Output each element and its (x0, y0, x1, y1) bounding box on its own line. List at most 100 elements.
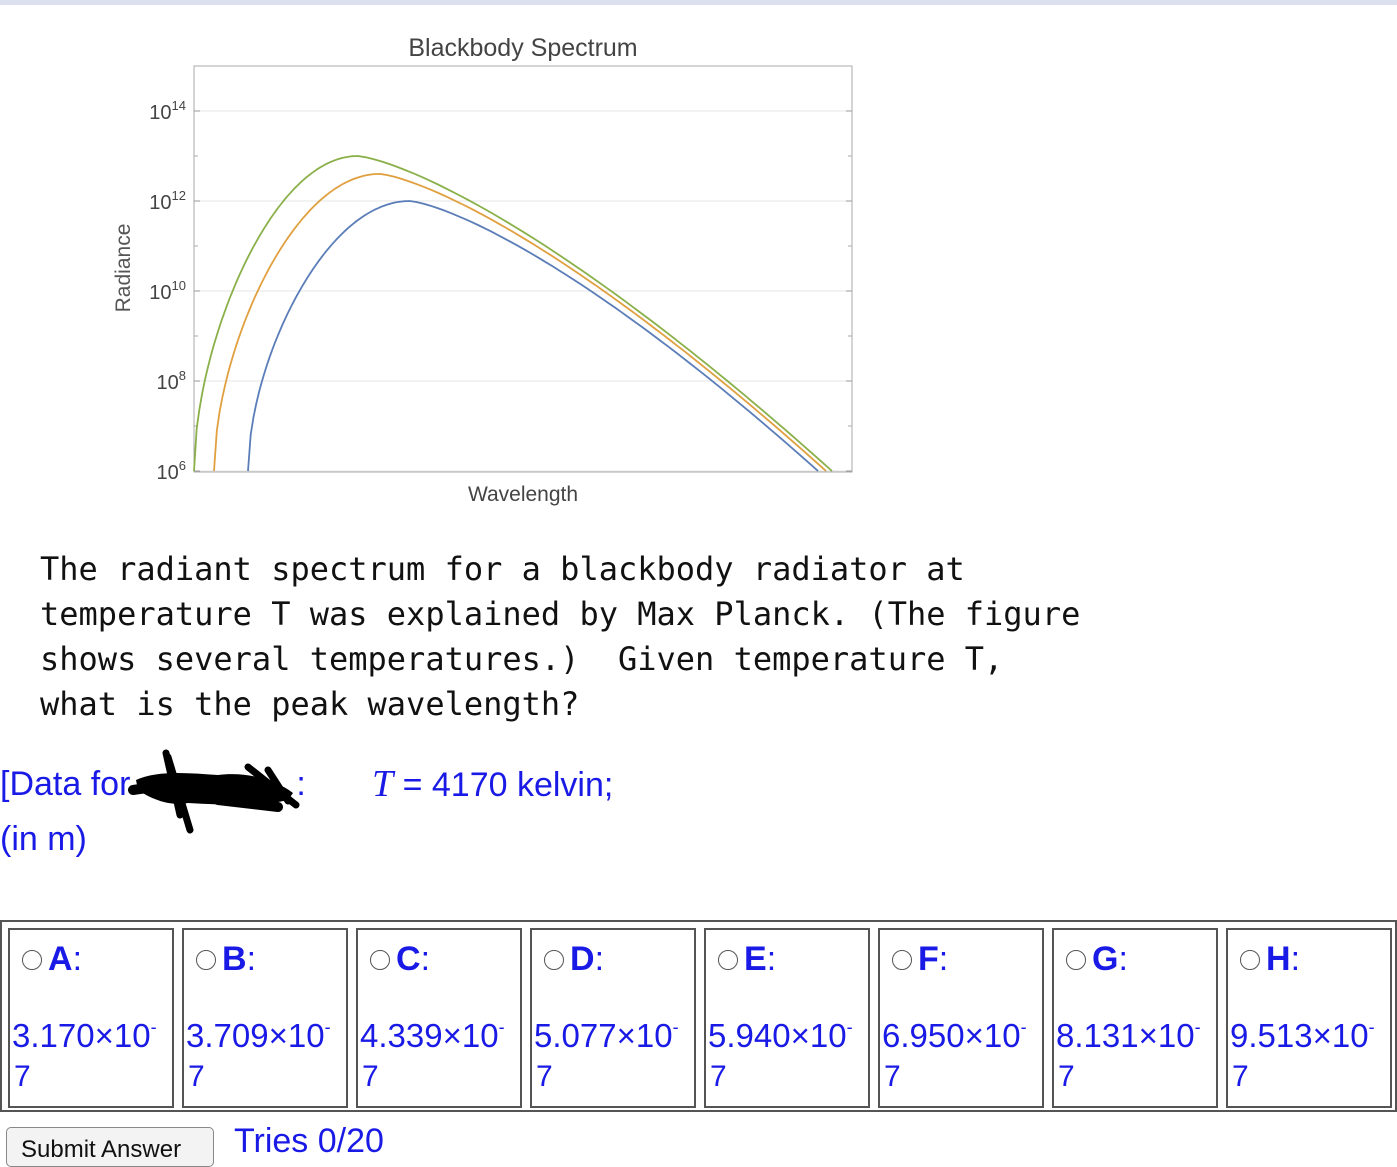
answer-colon: : (594, 940, 605, 978)
blackbody-chart: Blackbody Spectrum 1014 1012 1010 108 106 Wa… (0, 0, 880, 520)
answer-exponent: 7 (884, 1060, 901, 1093)
answer-choice-d[interactable]: D:5.077×10- 7 (530, 928, 696, 1108)
answer-choice-h[interactable]: H:9.513×10- 7 (1226, 928, 1392, 1108)
y-tick-exponent: 12 (172, 188, 186, 203)
question-text: The radiant spectrum for a blackbody rad… (40, 550, 1081, 723)
radio-button[interactable] (370, 949, 390, 970)
answer-colon: : (938, 940, 949, 978)
answer-head: B: (196, 940, 256, 979)
y-tick-label: 1014 (149, 98, 186, 124)
data-label: [Data for: (0, 762, 306, 806)
y-tick-label: 106 (157, 458, 186, 484)
answer-mantissa: 5.077×10 (534, 1017, 673, 1054)
answer-letter: C (396, 940, 421, 978)
answer-head: E: (718, 940, 776, 979)
y-tick-label: 1012 (149, 188, 186, 214)
redaction-scribble (128, 749, 300, 834)
answer-minus: - (846, 1017, 853, 1037)
answer-mantissa: 3.170×10 (12, 1017, 151, 1054)
series-line-2 (213, 172, 827, 472)
answer-value: 9.513×10- (1230, 1004, 1375, 1061)
radio-button[interactable] (22, 949, 42, 970)
answer-choices: A:3.170×10- 7 B:3.709×10- 7 C:4.339×10- 7 D:5.… (0, 920, 1397, 1112)
answer-choice-b[interactable]: B:3.709×10- 7 (182, 928, 348, 1108)
answer-choice-c[interactable]: C: 4.339×10- 7 (356, 928, 522, 1108)
y-tick-exponent: 14 (172, 98, 186, 113)
answer-choice-f[interactable]: F: 6.950×10- 7 (878, 928, 1044, 1108)
answer-head: A: (22, 940, 82, 979)
y-tick-exponent: 8 (179, 368, 186, 383)
answer-value: 5.077×10- (534, 1004, 679, 1061)
series-layer (193, 155, 833, 472)
temperature-symbol: T (372, 763, 394, 805)
answer-head: H: (1240, 940, 1300, 979)
answer-head: G: (1066, 940, 1128, 979)
answer-colon: : (246, 940, 257, 978)
answer-letter: B (222, 940, 247, 978)
y-tick-label: 1010 (149, 278, 186, 304)
answer-minus: - (324, 1017, 331, 1037)
answer-exponent: 7 (1232, 1060, 1249, 1093)
answer-head: D: (544, 940, 604, 979)
y-tick-base: 10 (149, 192, 171, 214)
plot-frame (193, 65, 853, 473)
answer-letter: G (1092, 940, 1119, 978)
answer-exponent: 7 (536, 1060, 553, 1093)
answer-choice-a[interactable]: A:3.170×10- 7 (8, 928, 174, 1108)
units-label: (in m) (0, 820, 87, 858)
radio-button[interactable] (544, 949, 564, 970)
answer-mantissa: 5.940×10 (708, 1017, 847, 1054)
y-tick-base: 10 (157, 462, 179, 484)
answer-mantissa: 9.513×10 (1230, 1017, 1369, 1054)
answer-minus: - (1020, 1017, 1027, 1037)
tries-counter: Tries 0/20 (234, 1122, 384, 1160)
radio-button[interactable] (1066, 949, 1086, 970)
answer-exponent: 7 (710, 1060, 727, 1093)
answer-value: 5.940×10- (708, 1004, 853, 1061)
answer-mantissa: 6.950×10 (882, 1017, 1021, 1054)
answer-colon: : (72, 940, 83, 978)
answer-letter: A (48, 940, 73, 978)
radio-button[interactable] (1240, 949, 1260, 970)
answer-colon: : (1118, 940, 1128, 978)
chart-title: Blackbody Spectrum (408, 34, 637, 62)
x-axis-label: Wavelength (468, 483, 578, 506)
answer-colon: : (420, 940, 431, 978)
answer-exponent: 7 (188, 1060, 205, 1093)
top-border (0, 0, 1397, 5)
series-line-3 (193, 155, 833, 472)
answer-exponent: 7 (362, 1060, 379, 1093)
answer-colon: : (1290, 940, 1301, 978)
answer-colon: : (766, 940, 777, 978)
radio-button[interactable] (892, 949, 912, 970)
answer-value: 3.170×10- (12, 1004, 157, 1061)
answer-value: 3.709×10- (186, 1004, 331, 1061)
radio-button[interactable] (718, 949, 738, 970)
answer-letter: D (570, 940, 595, 978)
answer-minus: - (1368, 1017, 1375, 1037)
answer-exponent: 7 (14, 1060, 31, 1093)
answer-exponent: 7 (1058, 1060, 1075, 1093)
answer-choice-g[interactable]: G:8.131×10- 7 (1052, 928, 1218, 1108)
answer-letter: F (918, 940, 939, 978)
radio-button[interactable] (196, 949, 216, 970)
answer-letter: H (1266, 940, 1291, 978)
answer-mantissa: 8.131×10 (1056, 1017, 1195, 1054)
y-tick-label: 108 (157, 368, 186, 394)
answer-minus: - (672, 1017, 679, 1037)
y-tick-exponent: 10 (172, 278, 186, 293)
data-suffix: : (296, 765, 306, 803)
y-tick-base: 10 (149, 282, 171, 304)
answer-letter: E (744, 940, 767, 978)
answer-value: 8.131×10- (1056, 1004, 1201, 1061)
answer-choice-e[interactable]: E:5.940×10- 7 (704, 928, 870, 1108)
answer-minus: - (1194, 1017, 1201, 1037)
answer-minus: - (498, 1017, 505, 1037)
submit-answer-button[interactable]: Submit Answer (6, 1127, 214, 1167)
grid-layer (194, 110, 852, 472)
answer-minus: - (150, 1017, 157, 1037)
answer-mantissa: 4.339×10 (360, 1017, 499, 1054)
answer-mantissa: 3.709×10 (186, 1017, 325, 1054)
